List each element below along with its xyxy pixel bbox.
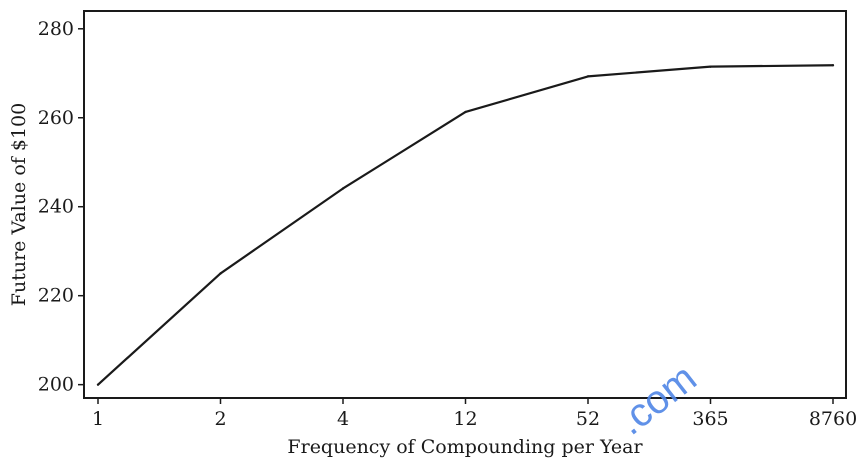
series-line-segment: [219, 187, 345, 275]
plot-frame: [83, 10, 847, 399]
series-line-segment: [464, 75, 590, 114]
series-line-segment: [709, 64, 835, 68]
series-line-segment: [96, 272, 222, 386]
data-point: [96, 383, 100, 386]
data-point: [219, 272, 222, 275]
x-tick-label: 8760: [809, 408, 857, 430]
data-point: [709, 65, 712, 68]
series-line-segment: [586, 65, 712, 78]
data-point: [464, 110, 467, 114]
x-tick-label: 365: [692, 408, 728, 430]
data-point: [341, 187, 345, 190]
x-axis-title: Frequency of Compounding per Year: [287, 436, 643, 458]
y-tick-label: 240: [38, 196, 74, 218]
y-axis: 200 220 240 260 280: [38, 18, 84, 396]
x-tick-label: 4: [337, 408, 349, 430]
y-tick-label: 260: [38, 107, 74, 129]
y-tick-label: 220: [38, 285, 74, 307]
data-point: [831, 64, 835, 67]
y-tick-label: 200: [38, 374, 74, 396]
x-axis: 1 2 4 12 52 365 8760: [92, 398, 857, 430]
data-point: [586, 75, 590, 78]
watermark: .com: [609, 356, 704, 444]
x-tick-label: 2: [214, 408, 226, 430]
y-tick-label: 280: [38, 18, 74, 40]
y-axis-title: Future Value of $100: [8, 103, 30, 306]
x-tick-label: 52: [576, 408, 600, 430]
x-tick-label: 1: [92, 408, 104, 430]
series-line-segment: [341, 110, 467, 190]
data-lines: [96, 64, 835, 386]
x-tick-label: 12: [453, 408, 477, 430]
